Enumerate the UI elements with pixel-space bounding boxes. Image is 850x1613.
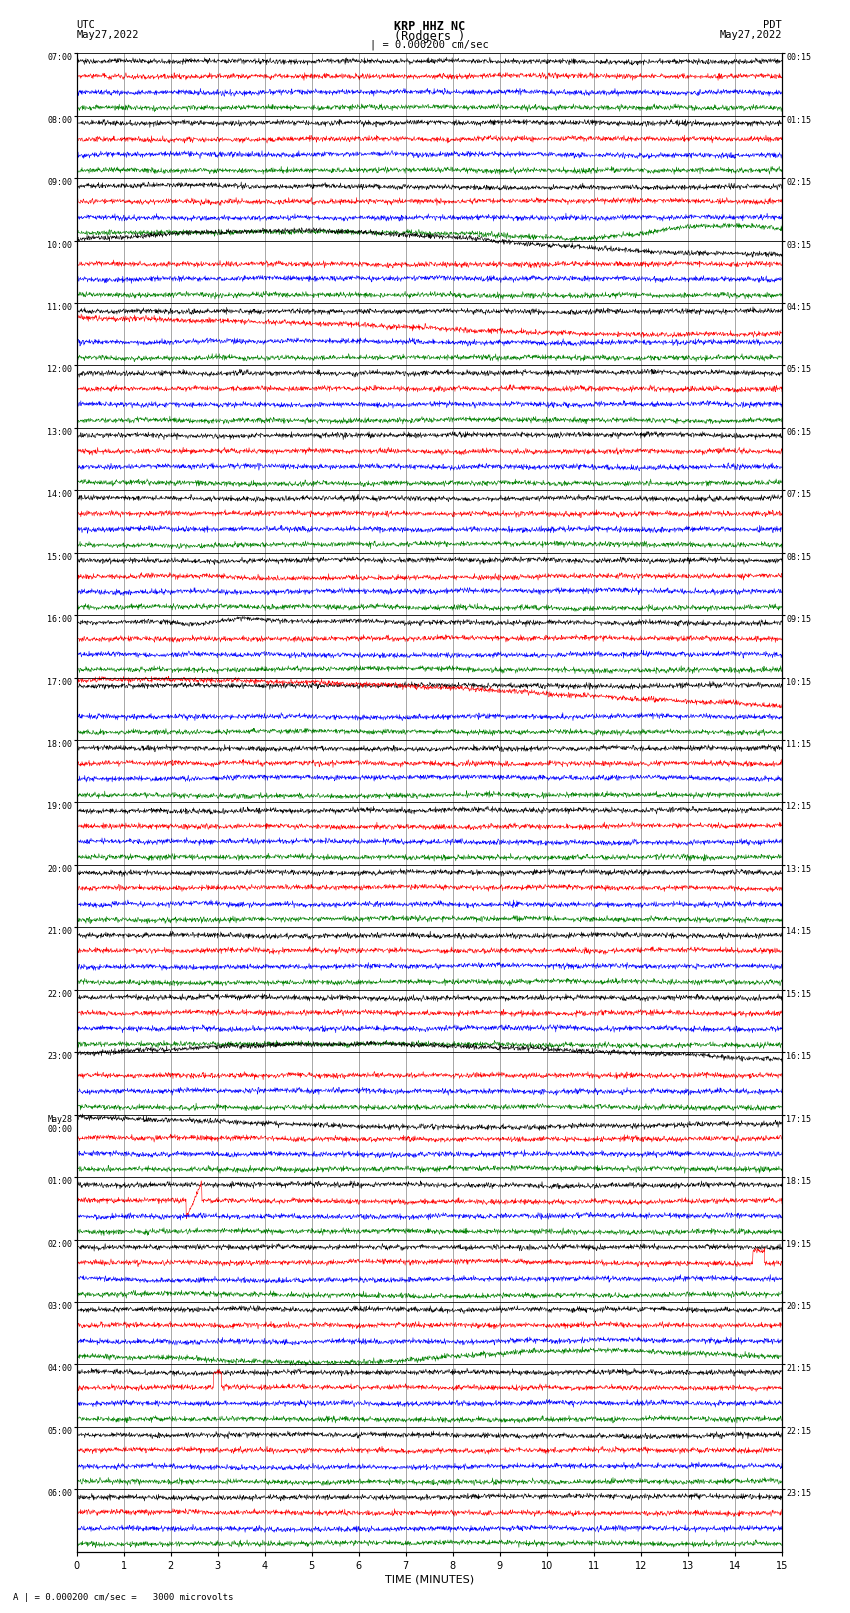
- Text: May27,2022: May27,2022: [76, 31, 139, 40]
- Text: PDT: PDT: [763, 19, 782, 31]
- Text: (Rodgers ): (Rodgers ): [394, 31, 465, 44]
- Text: | = 0.000200 cm/sec: | = 0.000200 cm/sec: [370, 39, 489, 50]
- Text: May27,2022: May27,2022: [719, 31, 782, 40]
- Text: UTC: UTC: [76, 19, 95, 31]
- X-axis label: TIME (MINUTES): TIME (MINUTES): [385, 1574, 473, 1586]
- Text: KRP HHZ NC: KRP HHZ NC: [394, 19, 465, 34]
- Text: A | = 0.000200 cm/sec =   3000 microvolts: A | = 0.000200 cm/sec = 3000 microvolts: [13, 1592, 233, 1602]
